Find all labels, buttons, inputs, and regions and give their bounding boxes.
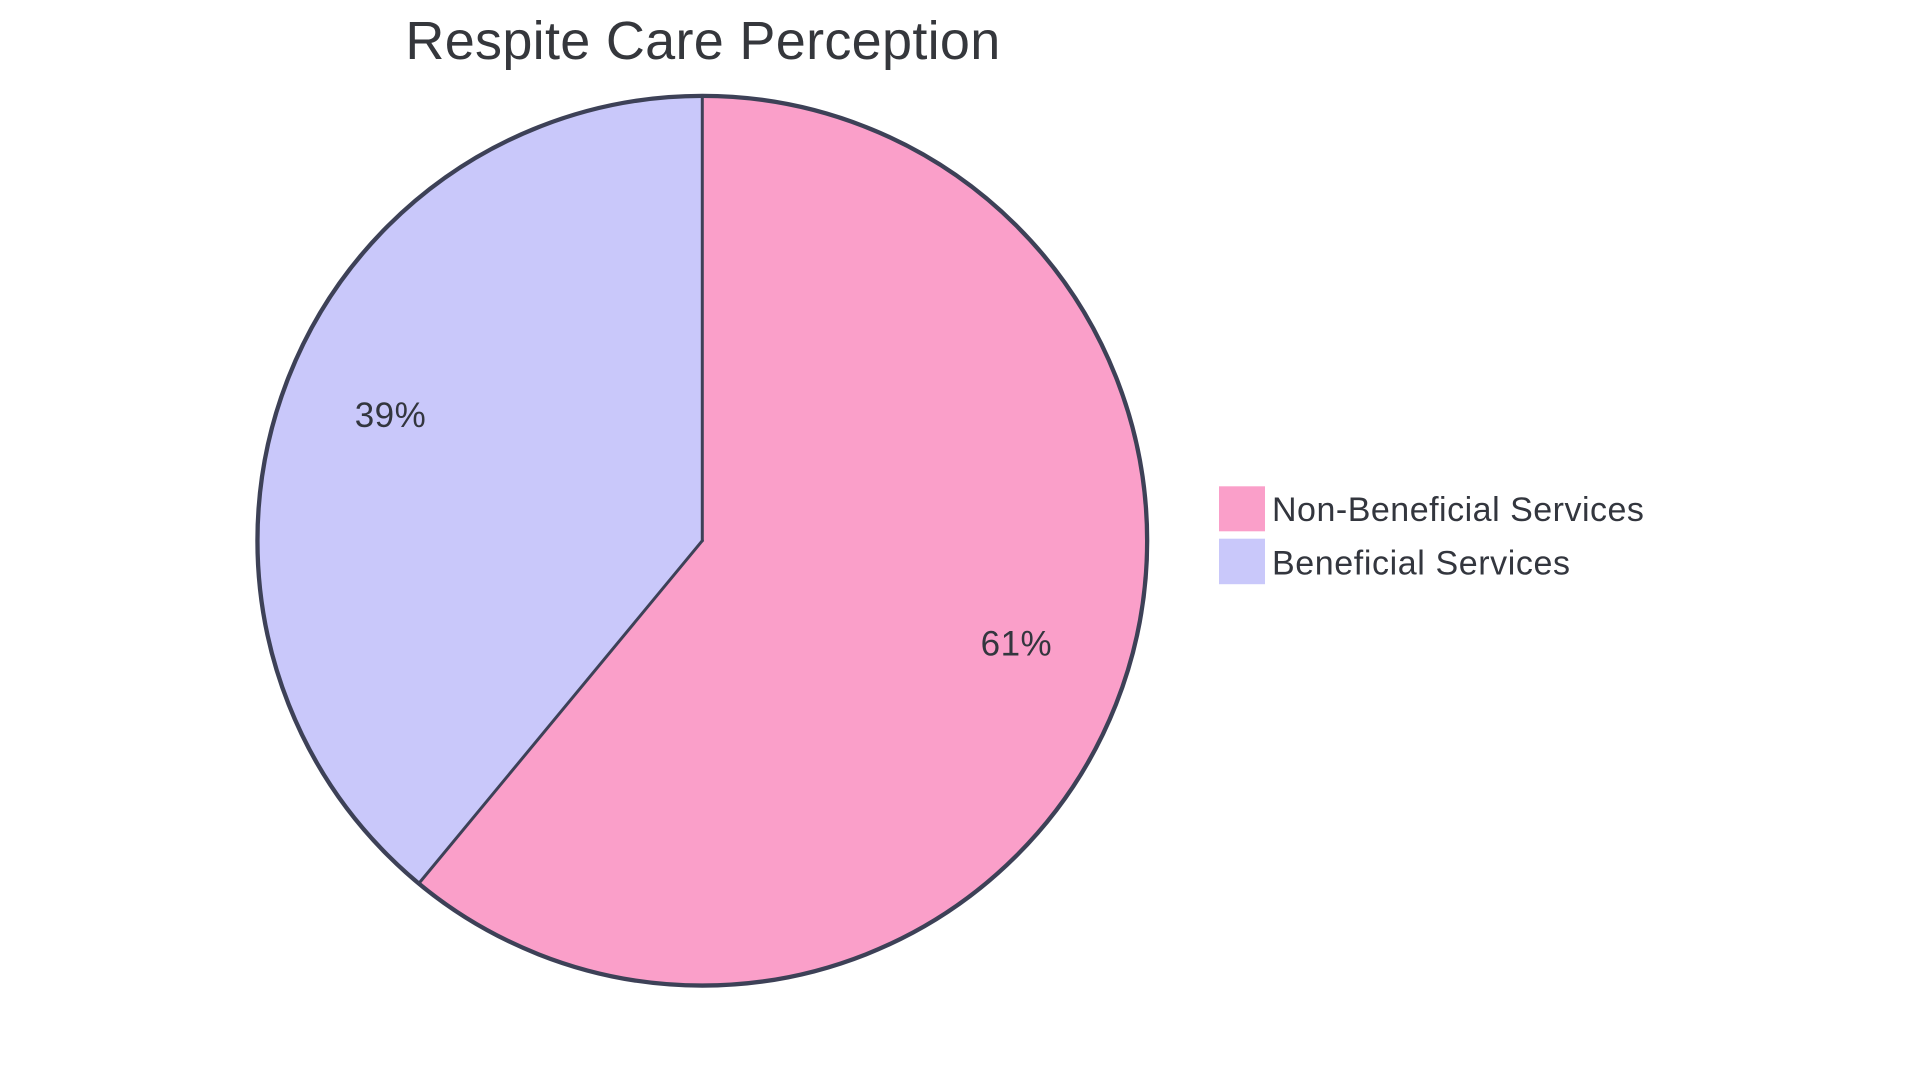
svg-text:Non-Beneficial Services: Non-Beneficial Services bbox=[1272, 491, 1644, 529]
svg-text:Beneficial Services: Beneficial Services bbox=[1272, 544, 1571, 582]
svg-text:39%: 39% bbox=[355, 396, 427, 435]
svg-text:61%: 61% bbox=[981, 624, 1053, 663]
svg-text:Respite Care Perception: Respite Care Perception bbox=[405, 11, 1000, 71]
